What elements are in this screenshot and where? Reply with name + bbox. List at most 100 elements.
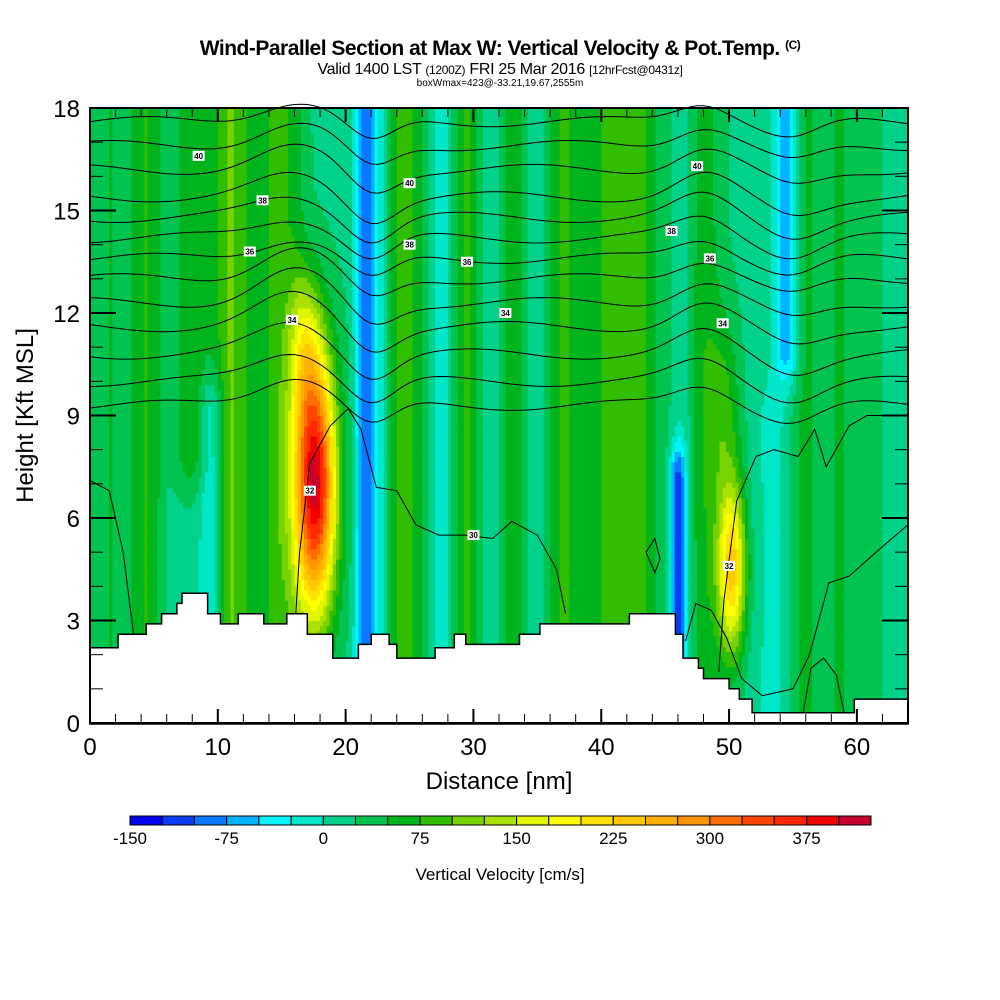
w-cell <box>901 687 906 693</box>
w-cell <box>783 682 788 688</box>
w-cell <box>818 702 823 709</box>
w-cell <box>802 697 807 704</box>
w-cell <box>876 676 880 683</box>
w-cell <box>815 697 820 704</box>
w-cell <box>780 676 784 683</box>
w-cell <box>815 702 820 709</box>
w-cell <box>815 687 820 693</box>
w-cell <box>716 671 721 678</box>
w-cell <box>751 692 756 698</box>
w-cell <box>741 682 746 688</box>
w-cell <box>808 682 813 688</box>
w-cell <box>808 702 813 709</box>
w-cell <box>863 666 868 673</box>
w-cell <box>789 671 794 678</box>
w-cell <box>799 707 804 714</box>
w-cell <box>754 707 759 714</box>
w-cell <box>751 682 756 688</box>
w-cell <box>767 707 772 714</box>
w-cell <box>876 666 880 673</box>
w-cell <box>805 702 810 709</box>
w-cell <box>834 676 839 683</box>
w-cell <box>735 676 740 683</box>
w-cell <box>824 702 829 709</box>
w-cell <box>754 676 759 683</box>
w-cell <box>805 692 810 698</box>
w-cell <box>856 671 861 678</box>
w-cell <box>904 687 909 693</box>
w-cell <box>821 702 826 709</box>
w-cell <box>793 697 797 704</box>
w-cell <box>709 671 714 678</box>
w-cell <box>831 697 836 704</box>
w-cell <box>745 671 749 678</box>
w-cell <box>882 676 887 683</box>
w-cell <box>866 692 871 698</box>
w-cell <box>738 687 743 693</box>
w-cell <box>904 682 909 688</box>
w-cell <box>863 682 868 688</box>
w-cell <box>748 671 752 678</box>
w-cell <box>773 697 778 704</box>
valid-time: Valid 1400 LST <box>317 61 421 78</box>
w-cell <box>802 676 807 683</box>
w-cell <box>904 692 909 698</box>
w-cell <box>837 707 842 714</box>
w-cell <box>882 687 887 693</box>
w-cell <box>796 692 800 698</box>
w-cell <box>879 692 883 698</box>
w-cell <box>793 702 797 709</box>
w-cell <box>764 702 768 709</box>
w-cell <box>866 666 871 673</box>
w-cell <box>729 676 733 683</box>
w-cell <box>872 687 877 693</box>
w-cell <box>789 702 794 709</box>
w-cell <box>770 702 775 709</box>
w-cell <box>789 692 794 698</box>
w-cell <box>860 671 864 678</box>
w-cell <box>834 692 839 698</box>
w-cell <box>840 697 845 704</box>
w-cell <box>722 666 727 673</box>
w-cell <box>901 692 906 698</box>
w-cell <box>780 702 784 709</box>
w-cell <box>860 692 864 698</box>
w-cell <box>786 702 791 709</box>
w-cell <box>850 692 855 698</box>
w-cell <box>761 697 765 704</box>
w-cell <box>793 687 797 693</box>
w-cell <box>860 687 864 693</box>
w-cell <box>796 687 800 693</box>
w-cell <box>796 707 800 714</box>
w-cell <box>799 676 804 683</box>
w-cell <box>751 702 756 709</box>
w-cell <box>748 692 752 698</box>
w-cell <box>732 682 737 688</box>
w-cell <box>757 666 762 673</box>
w-cell <box>828 671 832 678</box>
w-cell <box>729 661 733 668</box>
w-cell <box>722 671 727 678</box>
w-cell <box>837 682 842 688</box>
w-cell <box>751 676 756 683</box>
w-cell <box>761 666 765 673</box>
w-cell <box>853 692 858 698</box>
w-cell <box>789 697 794 704</box>
w-cell <box>773 702 778 709</box>
w-cell <box>767 697 772 704</box>
w-cell <box>799 682 804 688</box>
w-cell <box>824 687 829 693</box>
w-cell <box>812 697 816 704</box>
chart-subtitle: Valid 1400 LST (1200Z) FRI 25 Mar 2016 [… <box>0 61 1000 79</box>
w-cell <box>844 676 848 683</box>
w-cell <box>713 671 717 678</box>
w-cell <box>805 687 810 693</box>
w-cell <box>793 707 797 714</box>
w-cell <box>777 697 781 704</box>
w-cell <box>796 702 800 709</box>
w-cell <box>808 687 813 693</box>
w-cell <box>808 671 813 678</box>
w-cell <box>821 682 826 688</box>
w-cell <box>764 687 768 693</box>
